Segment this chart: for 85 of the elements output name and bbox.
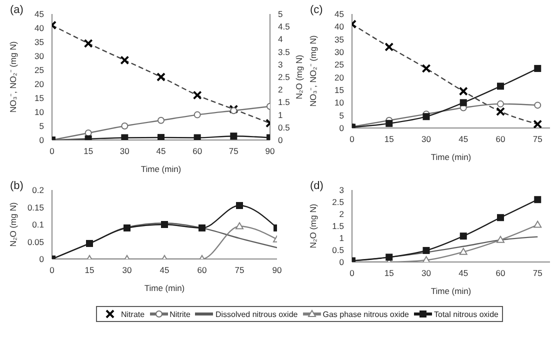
y-tick-label: 0 xyxy=(339,257,344,268)
y-tick-label: 0.15 xyxy=(27,202,44,212)
y-tick-label: 35 xyxy=(334,34,344,44)
x-tick-label: 30 xyxy=(422,134,432,144)
y-tick-label: 35 xyxy=(34,37,44,48)
y-tick-label: 0.2 xyxy=(32,185,44,196)
legend-label: Total nitrous oxide xyxy=(434,310,498,318)
legend-label: Nitrate xyxy=(121,310,145,318)
x-tick-label: 45 xyxy=(156,146,166,156)
y2-tick-label: 1 xyxy=(278,110,283,120)
y-tick-label: 40 xyxy=(34,23,44,34)
legend-label: Gas phase nitrous oxide xyxy=(322,310,409,318)
y-tick-label: 10 xyxy=(34,107,44,118)
y2-tick-label: 5 xyxy=(278,9,283,20)
x-tick-label: 30 xyxy=(122,265,132,276)
x-tick-label: 0 xyxy=(50,265,55,276)
y-tick-label: 2.5 xyxy=(332,197,344,208)
x-tick-label: 90 xyxy=(272,265,282,276)
y-axis-title: NO₃⁻, NO₂⁻ (mg N) xyxy=(8,41,18,113)
x-tick-label: 90 xyxy=(265,146,275,156)
y-tick-label: 25 xyxy=(34,65,44,76)
y-tick-label: 1 xyxy=(339,233,344,244)
y-tick-label: 1.5 xyxy=(332,221,344,232)
x-tick-label: 30 xyxy=(422,268,432,278)
y2-tick-label: 3 xyxy=(278,59,283,70)
x-tick-label: 75 xyxy=(228,146,239,156)
x-axis-title: Time (min) xyxy=(430,286,472,296)
y2-tick-label: 0.5 xyxy=(278,122,290,132)
x-tick-label: 15 xyxy=(384,268,394,278)
x-tick-label: 45 xyxy=(458,134,468,144)
y2-tick-label: 4.5 xyxy=(278,22,290,32)
y-axis-title: NO₃⁻, NO₂⁻ (mg N) xyxy=(308,35,318,107)
y-tick-label: 30 xyxy=(334,47,344,58)
y-tick-label: 0.1 xyxy=(32,220,44,230)
x-tick-label: 45 xyxy=(458,268,468,278)
legend-label: Dissolved nitrous oxide xyxy=(215,310,298,318)
x-tick-label: 0 xyxy=(350,134,355,144)
y2-tick-label: 1.5 xyxy=(278,97,290,108)
x-tick-label: 15 xyxy=(84,146,94,156)
y-tick-label: 5 xyxy=(339,110,344,120)
y-axis-title: N₂O (mg N) xyxy=(8,202,18,247)
y-axis-title: N₂O (mg N) xyxy=(308,204,318,248)
y-tick-label: 40 xyxy=(334,22,344,32)
x-tick-label: 75 xyxy=(234,265,244,276)
y-tick-label: 30 xyxy=(34,51,44,62)
y-tick-label: 15 xyxy=(334,85,344,96)
y-tick-label: 20 xyxy=(34,79,44,90)
x-tick-label: 60 xyxy=(496,134,506,144)
x-axis-title: Time (min) xyxy=(144,283,185,293)
x-tick-label: 45 xyxy=(160,265,170,276)
y-tick-label: 5 xyxy=(39,121,44,132)
y-tick-label: 45 xyxy=(334,9,344,20)
x-tick-label: 15 xyxy=(384,134,394,144)
y-tick-label: 20 xyxy=(334,72,344,82)
y-tick-label: 25 xyxy=(334,60,344,70)
x-tick-label: 60 xyxy=(197,265,207,276)
chart-title: (c) xyxy=(310,4,323,16)
y-tick-label: 15 xyxy=(34,93,44,104)
y2-tick-label: 2.5 xyxy=(278,72,290,82)
chart-title: (a) xyxy=(10,4,24,16)
x-tick-label: 15 xyxy=(84,265,94,276)
y2-tick-label: 3.5 xyxy=(278,46,290,57)
y2-tick-label: 4 xyxy=(278,34,283,44)
y-tick-label: 45 xyxy=(34,9,44,20)
y-tick-label: 0 xyxy=(339,123,344,134)
x-tick-label: 60 xyxy=(496,268,506,278)
x-axis-title: Time (min) xyxy=(430,152,472,162)
legend-label: Nitrite xyxy=(170,310,190,318)
x-tick-label: 0 xyxy=(50,146,55,156)
y2-axis-title: N₂O (mg N) xyxy=(294,54,304,100)
x-axis-title: Time (min) xyxy=(140,164,182,174)
y-tick-label: 0.5 xyxy=(332,245,344,256)
x-tick-label: 30 xyxy=(120,146,130,156)
x-tick-label: 0 xyxy=(350,268,355,278)
x-tick-label: 75 xyxy=(532,268,543,278)
y-tick-label: 0 xyxy=(39,254,44,264)
y2-tick-label: 2 xyxy=(278,84,283,95)
y-tick-label: 2 xyxy=(339,209,344,220)
chart-title: (b) xyxy=(10,180,24,192)
x-tick-label: 60 xyxy=(192,146,202,156)
y-tick-label: 10 xyxy=(334,98,344,108)
x-tick-label: 75 xyxy=(532,134,543,144)
y-tick-label: 3 xyxy=(339,185,344,196)
chart-title: (d) xyxy=(310,180,324,192)
y-tick-label: 0.05 xyxy=(27,236,44,247)
